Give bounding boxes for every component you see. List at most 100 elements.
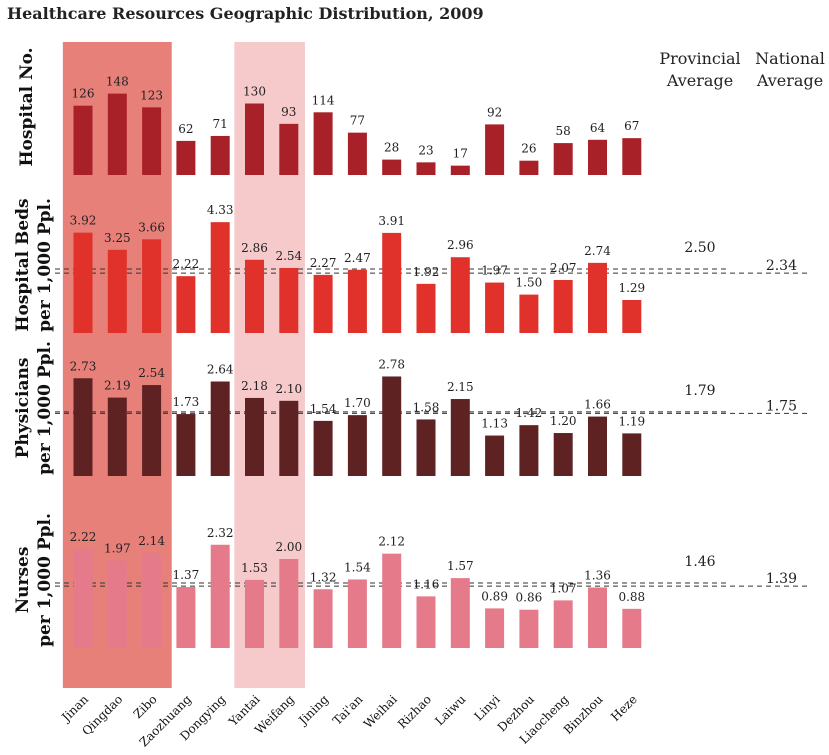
value-label-dongying: 4.33 — [207, 203, 234, 217]
value-label-jinan: 3.92 — [70, 214, 97, 228]
bar-tai-an — [347, 579, 367, 648]
value-label-zaozhuang: 1.37 — [173, 568, 200, 582]
value-label-weifang: 2.54 — [275, 249, 302, 263]
row-label-line: Hospital Beds — [13, 198, 33, 331]
bar-dezhou — [519, 294, 539, 333]
value-label-qingdao: 2.19 — [104, 379, 131, 393]
bar-yantai — [245, 259, 264, 333]
value-label-yantai: 2.18 — [241, 379, 268, 393]
value-label-zibo: 2.14 — [138, 534, 165, 548]
value-label-dezhou: 26 — [521, 142, 536, 156]
row-label-line: Physicians — [13, 358, 33, 459]
category-label-tai-an: Tai'an — [330, 692, 366, 728]
bar-dongying — [210, 381, 230, 476]
bar-liaocheng — [553, 600, 573, 648]
value-label-binzhou: 2.74 — [584, 244, 611, 258]
value-label-liaocheng: 2.07 — [550, 261, 577, 275]
bar-jining — [313, 420, 333, 476]
bar-jinan — [73, 549, 93, 648]
category-label-heze: Heze — [608, 692, 640, 724]
value-label-jinan: 2.22 — [70, 530, 97, 544]
value-label-zaozhuang: 1.73 — [173, 395, 200, 409]
value-label-tai-an: 77 — [350, 114, 365, 128]
bar-qingdao — [107, 249, 127, 333]
bar-tai-an — [347, 132, 367, 175]
value-label-jinan: 2.73 — [70, 359, 97, 373]
row-hospital-beds-per-1-000-ppl: Hospital Beds per 1,000 Ppl. 2.50 2.34 3.92 3… — [13, 198, 808, 333]
national-average-value: 1.75 — [766, 398, 797, 414]
row-label-line: per 1,000 Ppl. — [35, 341, 55, 475]
value-label-weifang: 2.00 — [275, 540, 302, 554]
value-label-linyi: 0.89 — [481, 589, 508, 603]
value-label-jining: 1.32 — [310, 570, 337, 584]
bar-laiwu — [450, 578, 470, 648]
value-label-tai-an: 1.70 — [344, 396, 371, 410]
provincial-average-header-line1: Provincial — [659, 49, 740, 68]
bar-binzhou — [588, 262, 607, 333]
bar-binzhou — [588, 416, 607, 476]
category-label-jining: Jining — [295, 692, 332, 729]
value-label-dezhou: 1.42 — [516, 406, 543, 420]
bar-qingdao — [107, 93, 127, 175]
bar-zaozhuang — [176, 587, 196, 648]
bar-tai-an — [347, 415, 367, 476]
national-average-value: 1.39 — [766, 571, 797, 587]
bar-zaozhuang — [176, 276, 196, 333]
bar-jinan — [73, 105, 93, 175]
row-label-nurses-per-1-000-ppl: Nurses per 1,000 Ppl. — [13, 513, 55, 647]
value-label-dezhou: 0.86 — [516, 591, 543, 605]
value-label-laiwu: 1.57 — [447, 559, 474, 573]
average-headers: Provincial Average National Average — [659, 49, 824, 90]
value-label-laiwu: 2.96 — [447, 238, 474, 252]
bar-weihai — [382, 159, 402, 175]
value-label-zaozhuang: 2.22 — [173, 257, 200, 271]
row-label-physicians-per-1-000-ppl: Physicians per 1,000 Ppl. — [13, 341, 55, 475]
bar-binzhou — [588, 587, 607, 648]
value-label-zibo: 123 — [140, 88, 163, 102]
value-label-weihai: 28 — [384, 141, 399, 155]
value-label-qingdao: 3.25 — [104, 231, 131, 245]
bar-liaocheng — [553, 143, 573, 175]
row-label-line: Nurses — [13, 547, 33, 614]
national-average-header-line2: Average — [756, 71, 823, 90]
national-average-value: 2.34 — [766, 258, 797, 274]
value-label-jinan: 126 — [72, 87, 95, 101]
bar-dezhou — [519, 425, 539, 476]
value-label-binzhou: 1.36 — [584, 568, 611, 582]
bar-liaocheng — [553, 280, 573, 333]
value-label-qingdao: 148 — [106, 75, 129, 89]
value-label-liaocheng: 1.07 — [550, 581, 577, 595]
row-physicians-per-1-000-ppl: Physicians per 1,000 Ppl. 1.79 1.75 2.73 2.19… — [13, 341, 808, 476]
value-label-linyi: 92 — [487, 105, 502, 119]
bar-laiwu — [450, 165, 470, 175]
value-label-jining: 2.27 — [310, 256, 337, 270]
value-label-weifang: 93 — [281, 105, 296, 119]
category-label-linyi: Linyi — [471, 692, 502, 723]
value-label-heze: 67 — [624, 119, 639, 133]
bar-dongying — [210, 544, 230, 648]
value-label-linyi: 1.97 — [481, 264, 508, 278]
value-label-weihai: 2.78 — [378, 357, 405, 371]
value-label-jining: 1.54 — [310, 402, 337, 416]
bar-zibo — [142, 239, 162, 333]
value-label-laiwu: 17 — [453, 147, 468, 161]
value-label-yantai: 1.53 — [241, 561, 268, 575]
value-label-jining: 114 — [312, 93, 335, 107]
value-label-weifang: 2.10 — [275, 382, 302, 396]
bar-dongying — [210, 222, 230, 333]
value-label-dongying: 2.32 — [207, 526, 234, 540]
bar-heze — [622, 299, 642, 333]
bar-binzhou — [588, 139, 607, 175]
bar-linyi — [485, 282, 505, 333]
bar-weifang — [279, 123, 299, 175]
value-label-binzhou: 1.66 — [584, 398, 611, 412]
bar-qingdao — [107, 397, 127, 476]
provincial-average-header-line2: Average — [666, 71, 733, 90]
value-label-dongying: 71 — [213, 117, 228, 131]
category-label-laiwu: Laiwu — [432, 692, 468, 728]
value-label-rizhao: 1.58 — [413, 400, 440, 414]
value-label-yantai: 2.86 — [241, 241, 268, 255]
bar-heze — [622, 608, 642, 648]
